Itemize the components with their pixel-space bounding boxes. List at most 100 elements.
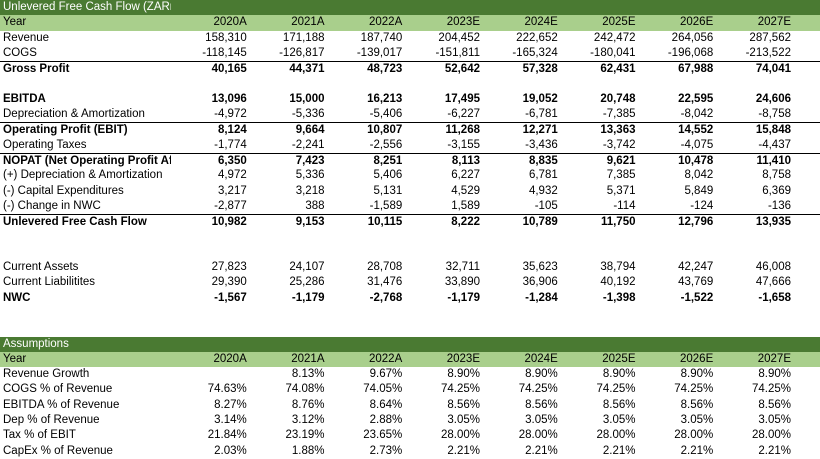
header-year-cell[interactable]: 2024E [524, 16, 558, 29]
value-cell[interactable]: 2.21% [447, 444, 480, 457]
header-year-cell[interactable]: 2021A [291, 352, 325, 365]
value-cell[interactable]: 1,589 [451, 199, 480, 212]
value-cell[interactable]: 8.56% [680, 398, 714, 411]
value-cell[interactable]: -4,437 [758, 138, 791, 151]
value-cell[interactable]: 40,165 [211, 63, 247, 76]
value-cell[interactable] [171, 367, 249, 382]
value-cell[interactable]: 2.21% [525, 444, 558, 457]
value-cell[interactable]: 74.25% [751, 383, 791, 396]
value-cell[interactable]: -1,567 [214, 291, 247, 304]
value-cell[interactable]: 46,008 [755, 261, 791, 274]
value-cell[interactable]: -139,017 [356, 46, 403, 59]
value-cell[interactable]: 8.90% [680, 368, 714, 381]
value-cell[interactable]: 8.64% [369, 398, 403, 411]
value-cell[interactable]: 62,431 [600, 63, 636, 76]
value-cell[interactable]: 47,666 [755, 276, 791, 289]
value-cell[interactable]: 13,935 [755, 216, 791, 229]
value-cell[interactable]: 7,423 [295, 154, 325, 167]
value-cell[interactable]: 74.25% [440, 383, 480, 396]
value-cell[interactable]: 28,708 [367, 261, 403, 274]
header-year-cell[interactable]: 2022A [368, 16, 403, 29]
value-cell[interactable]: 10,789 [522, 216, 558, 229]
header-year-cell[interactable]: 2026E [679, 16, 714, 29]
value-cell[interactable]: 8.90% [602, 368, 636, 381]
value-cell[interactable]: 3.05% [525, 414, 558, 427]
value-cell[interactable]: 14,552 [678, 124, 714, 137]
value-cell[interactable]: 10,115 [367, 216, 403, 229]
value-cell[interactable]: 32,711 [445, 261, 480, 274]
value-cell[interactable]: 36,906 [522, 276, 558, 289]
value-cell[interactable]: 6,781 [528, 169, 558, 182]
value-cell[interactable]: -1,589 [369, 199, 403, 212]
value-cell[interactable]: -180,041 [590, 46, 636, 59]
row-label[interactable]: Dep % of Revenue [3, 414, 100, 427]
value-cell[interactable]: 2.88% [369, 414, 403, 427]
value-cell[interactable]: -1,398 [602, 291, 636, 304]
value-cell[interactable]: 2.73% [369, 444, 403, 457]
value-cell[interactable]: -2,556 [369, 138, 403, 151]
value-cell[interactable]: 74.05% [363, 383, 403, 396]
value-cell[interactable]: -196,068 [667, 46, 714, 59]
value-cell[interactable]: 43,769 [678, 276, 714, 289]
value-cell[interactable]: 13,096 [211, 92, 247, 105]
value-cell[interactable]: 4,932 [528, 184, 558, 197]
row-label[interactable]: COGS [3, 46, 37, 59]
value-cell[interactable]: 52,642 [444, 63, 480, 76]
value-cell[interactable]: 38,794 [600, 261, 636, 274]
value-cell[interactable]: 23.65% [363, 429, 403, 442]
value-cell[interactable]: 74.25% [596, 383, 636, 396]
header-year-cell[interactable]: 2025E [602, 352, 636, 365]
value-cell[interactable]: 3.12% [291, 414, 325, 427]
row-label[interactable]: Tax % of EBIT [3, 429, 76, 442]
value-cell[interactable]: -126,817 [279, 46, 325, 59]
value-cell[interactable]: 42,247 [678, 261, 714, 274]
value-cell[interactable]: 2.21% [758, 444, 791, 457]
value-cell[interactable]: 2.21% [602, 444, 636, 457]
value-cell[interactable]: 9.67% [369, 368, 403, 381]
value-cell[interactable]: -105 [534, 199, 558, 212]
value-cell[interactable]: 1.88% [291, 444, 325, 457]
value-cell[interactable]: 29,390 [211, 276, 247, 289]
value-cell[interactable]: 8.56% [447, 398, 480, 411]
header-year-cell[interactable]: 2024E [524, 352, 558, 365]
value-cell[interactable]: 33,890 [444, 276, 480, 289]
row-label[interactable]: Depreciation & Amortization [3, 108, 145, 121]
value-cell[interactable]: -2,241 [291, 138, 325, 151]
value-cell[interactable]: 8,042 [684, 169, 714, 182]
value-cell[interactable]: 74.63% [207, 383, 247, 396]
row-label[interactable]: (+) Depreciation & Amortization [3, 169, 163, 182]
value-cell[interactable]: -1,179 [447, 291, 480, 304]
value-cell[interactable]: -1,522 [680, 291, 714, 304]
value-cell[interactable]: 15,848 [755, 124, 791, 137]
value-cell[interactable]: 9,153 [295, 216, 325, 229]
row-label[interactable]: COGS % of Revenue [3, 383, 113, 396]
value-cell[interactable]: 40,192 [600, 276, 636, 289]
value-cell[interactable]: 204,452 [438, 31, 480, 44]
value-cell[interactable]: 74.25% [518, 383, 558, 396]
header-year-cell[interactable]: 2022A [368, 352, 403, 365]
value-cell[interactable]: -5,406 [369, 108, 403, 121]
value-cell[interactable]: -118,145 [202, 46, 247, 59]
value-cell[interactable]: 187,740 [360, 31, 403, 44]
row-label[interactable]: Unlevered Free Cash Flow [3, 216, 147, 229]
row-label[interactable]: Operating Taxes [3, 138, 87, 151]
value-cell[interactable]: 5,849 [684, 184, 714, 197]
value-cell[interactable]: 67,988 [678, 63, 714, 76]
row-label[interactable]: (-) Capital Expenditures [3, 184, 124, 197]
value-cell[interactable]: 8,251 [373, 154, 403, 167]
value-cell[interactable]: -7,385 [602, 108, 636, 121]
value-cell[interactable]: 74.25% [674, 383, 714, 396]
header-year-label[interactable]: Year [3, 16, 27, 29]
header-year-cell[interactable]: 2023E [446, 352, 480, 365]
value-cell[interactable]: -5,336 [291, 108, 325, 121]
value-cell[interactable]: 5,371 [606, 184, 636, 197]
value-cell[interactable]: -3,436 [525, 138, 558, 151]
value-cell[interactable]: 11,750 [600, 216, 636, 229]
value-cell[interactable]: 2.03% [214, 444, 247, 457]
value-cell[interactable]: 3.14% [214, 414, 247, 427]
header-year-cell[interactable]: 2025E [602, 16, 636, 29]
row-label[interactable]: (-) Change in NWC [3, 199, 101, 212]
value-cell[interactable]: 48,723 [367, 63, 403, 76]
value-cell[interactable]: -6,781 [525, 108, 558, 121]
value-cell[interactable]: 287,562 [749, 31, 791, 44]
